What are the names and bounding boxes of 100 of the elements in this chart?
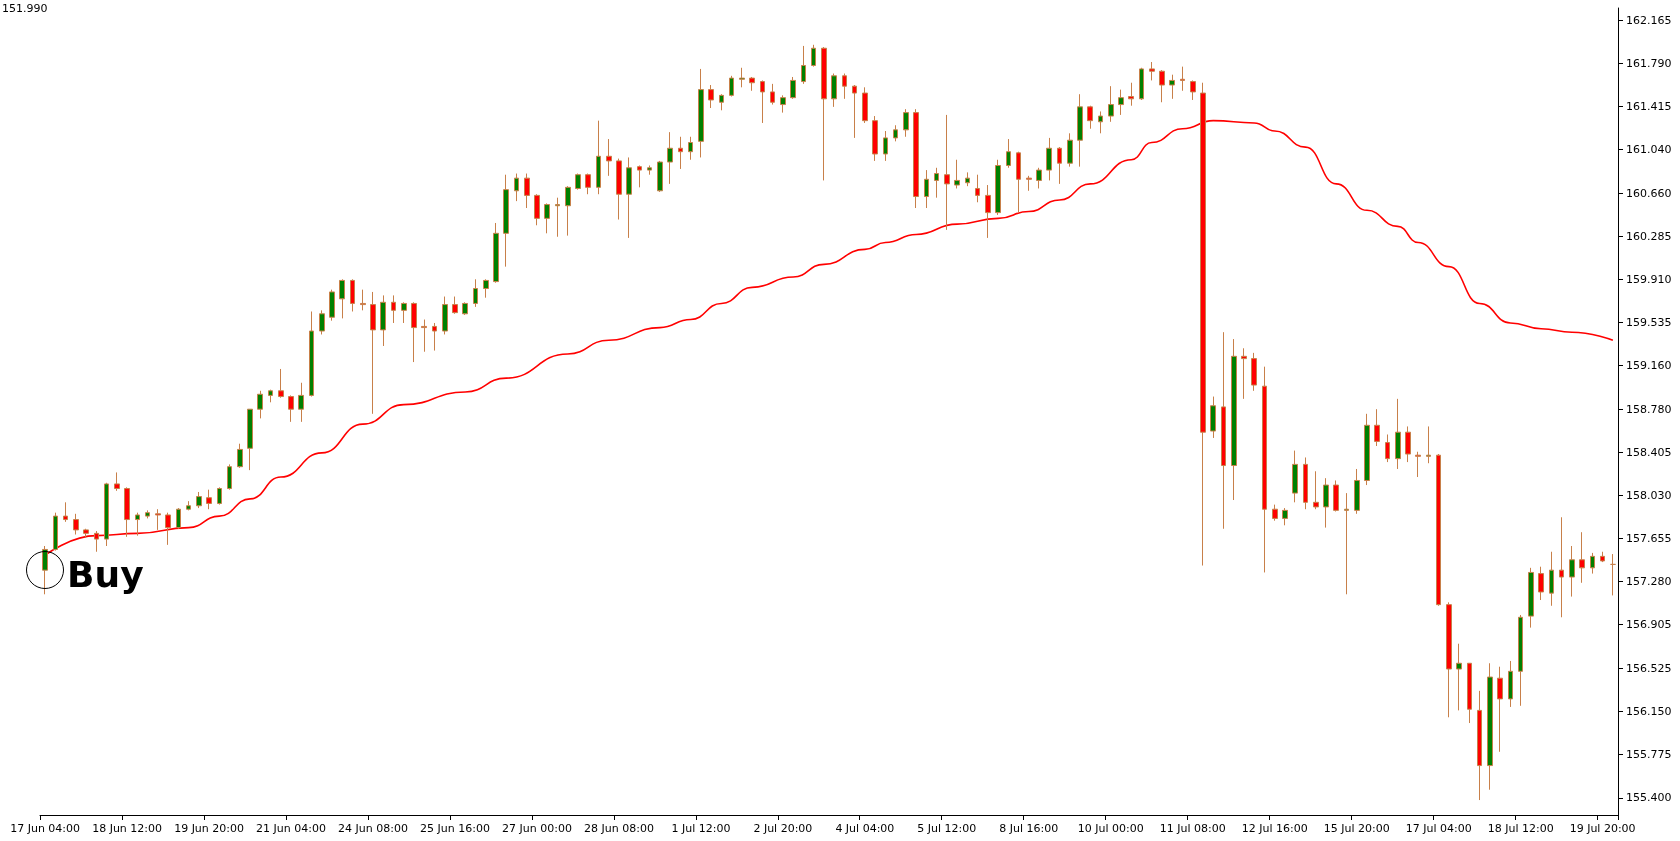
x-tick-label: 2 Jul 20:00 — [753, 822, 813, 835]
candlestick — [83, 528, 89, 539]
x-tick-label: 24 Jun 08:00 — [338, 822, 408, 835]
candlestick — [626, 156, 632, 239]
candlestick — [1415, 451, 1421, 478]
candlestick — [544, 202, 550, 234]
y-tick-label: 158.780 — [1626, 402, 1672, 416]
candlestick — [1477, 690, 1482, 801]
candlestick — [790, 76, 796, 100]
candlestick — [1087, 105, 1093, 130]
candlestick — [862, 86, 868, 124]
candlestick — [913, 108, 919, 209]
candlestick — [1251, 352, 1257, 392]
candlestick — [73, 513, 79, 535]
candlestick — [1456, 643, 1462, 711]
y-tick-label: 161.040 — [1626, 142, 1672, 156]
candlestick — [1569, 545, 1575, 598]
x-tick-label: 15 Jul 20:00 — [1323, 822, 1390, 835]
candlestick — [1231, 338, 1237, 501]
candlestick — [667, 131, 673, 185]
x-tick-label: 4 Jul 04:00 — [835, 822, 895, 835]
candlestick — [934, 167, 939, 199]
y-tick-label: 159.910 — [1626, 272, 1672, 286]
candlestick — [1292, 450, 1298, 503]
candlestick — [114, 471, 120, 492]
candlestick — [811, 44, 816, 68]
candlestick — [739, 67, 745, 88]
candlestick — [995, 159, 1001, 216]
candlestick — [688, 136, 693, 161]
candlestick — [257, 390, 263, 419]
candlestick — [227, 463, 232, 491]
candlestick — [924, 169, 929, 209]
candlestick — [708, 84, 714, 109]
x-tick-label: 19 Jul 20:00 — [1569, 822, 1636, 835]
candlestick — [1036, 167, 1042, 189]
y-tick-label: 156.905 — [1626, 618, 1672, 632]
candlestick — [729, 75, 734, 98]
candlestick — [1405, 425, 1411, 463]
candlestick — [206, 489, 212, 510]
y-tick-label: 156.150 — [1626, 705, 1672, 719]
candlestick — [893, 124, 898, 142]
x-tick-label: 27 Jun 00:00 — [502, 822, 572, 835]
y-tick-label: 155.775 — [1626, 748, 1672, 762]
candlestick — [493, 222, 499, 284]
candlestick — [596, 120, 601, 195]
candlestick — [442, 296, 448, 335]
annotation: 151.990 — [2, 2, 48, 15]
y-tick-label: 161.790 — [1626, 56, 1672, 70]
candlestick — [1016, 151, 1021, 214]
candlestick — [842, 73, 847, 100]
x-tick-label: 18 Jul 12:00 — [1487, 822, 1554, 835]
candlestick — [380, 294, 386, 347]
x-tick-label: 17 Jun 04:00 — [10, 822, 81, 835]
candlestick — [432, 322, 437, 352]
candlestick — [1395, 398, 1401, 470]
x-tick-label: 5 Jul 12:00 — [917, 822, 977, 835]
y-tick-label: 162.165 — [1626, 13, 1672, 27]
candlestick — [965, 171, 970, 187]
annotation: Buy — [67, 553, 144, 595]
candlestick — [1426, 425, 1431, 464]
candlestick — [1610, 553, 1616, 596]
candlestick — [1385, 433, 1390, 463]
candlestick — [985, 184, 991, 239]
y-tick-label: 157.655 — [1626, 532, 1672, 546]
candlestick — [514, 173, 519, 202]
candlestick — [247, 408, 253, 471]
candlestick — [104, 482, 109, 547]
candlestick — [237, 443, 243, 469]
candlestick — [1436, 453, 1441, 607]
candlestick — [883, 130, 888, 162]
y-tick-label: 160.285 — [1626, 229, 1672, 243]
candlestick — [1262, 366, 1267, 573]
x-tick-label: 10 Jul 00:00 — [1077, 822, 1144, 835]
candlestick — [1333, 479, 1339, 513]
x-tick-label: 18 Jun 12:00 — [92, 822, 163, 835]
y-tick-label: 158.405 — [1626, 445, 1672, 459]
candlestick — [1344, 492, 1349, 595]
candlestick — [1303, 456, 1308, 510]
candlestick — [637, 164, 642, 188]
candlestick — [678, 136, 683, 170]
candlestick — [1098, 110, 1103, 134]
candlestick — [1149, 61, 1155, 81]
candlestick — [1057, 146, 1062, 185]
candlestick — [770, 83, 775, 106]
candlestick — [360, 289, 366, 311]
y-tick-label: 161.415 — [1626, 99, 1672, 113]
candlestick — [1549, 551, 1554, 607]
candlestick — [176, 507, 181, 530]
candlestick — [503, 174, 509, 268]
x-tick-label: 8 Jul 16:00 — [999, 822, 1059, 835]
candlestick — [1006, 138, 1011, 169]
candlestick — [1354, 468, 1360, 515]
candlestick — [555, 197, 560, 238]
candlestick — [124, 486, 130, 538]
candlestick — [749, 76, 755, 92]
candlestick — [53, 512, 58, 552]
candlestick — [524, 173, 530, 209]
candlestick — [1159, 69, 1165, 103]
candlestick — [1590, 552, 1595, 575]
candlestick — [954, 159, 960, 189]
